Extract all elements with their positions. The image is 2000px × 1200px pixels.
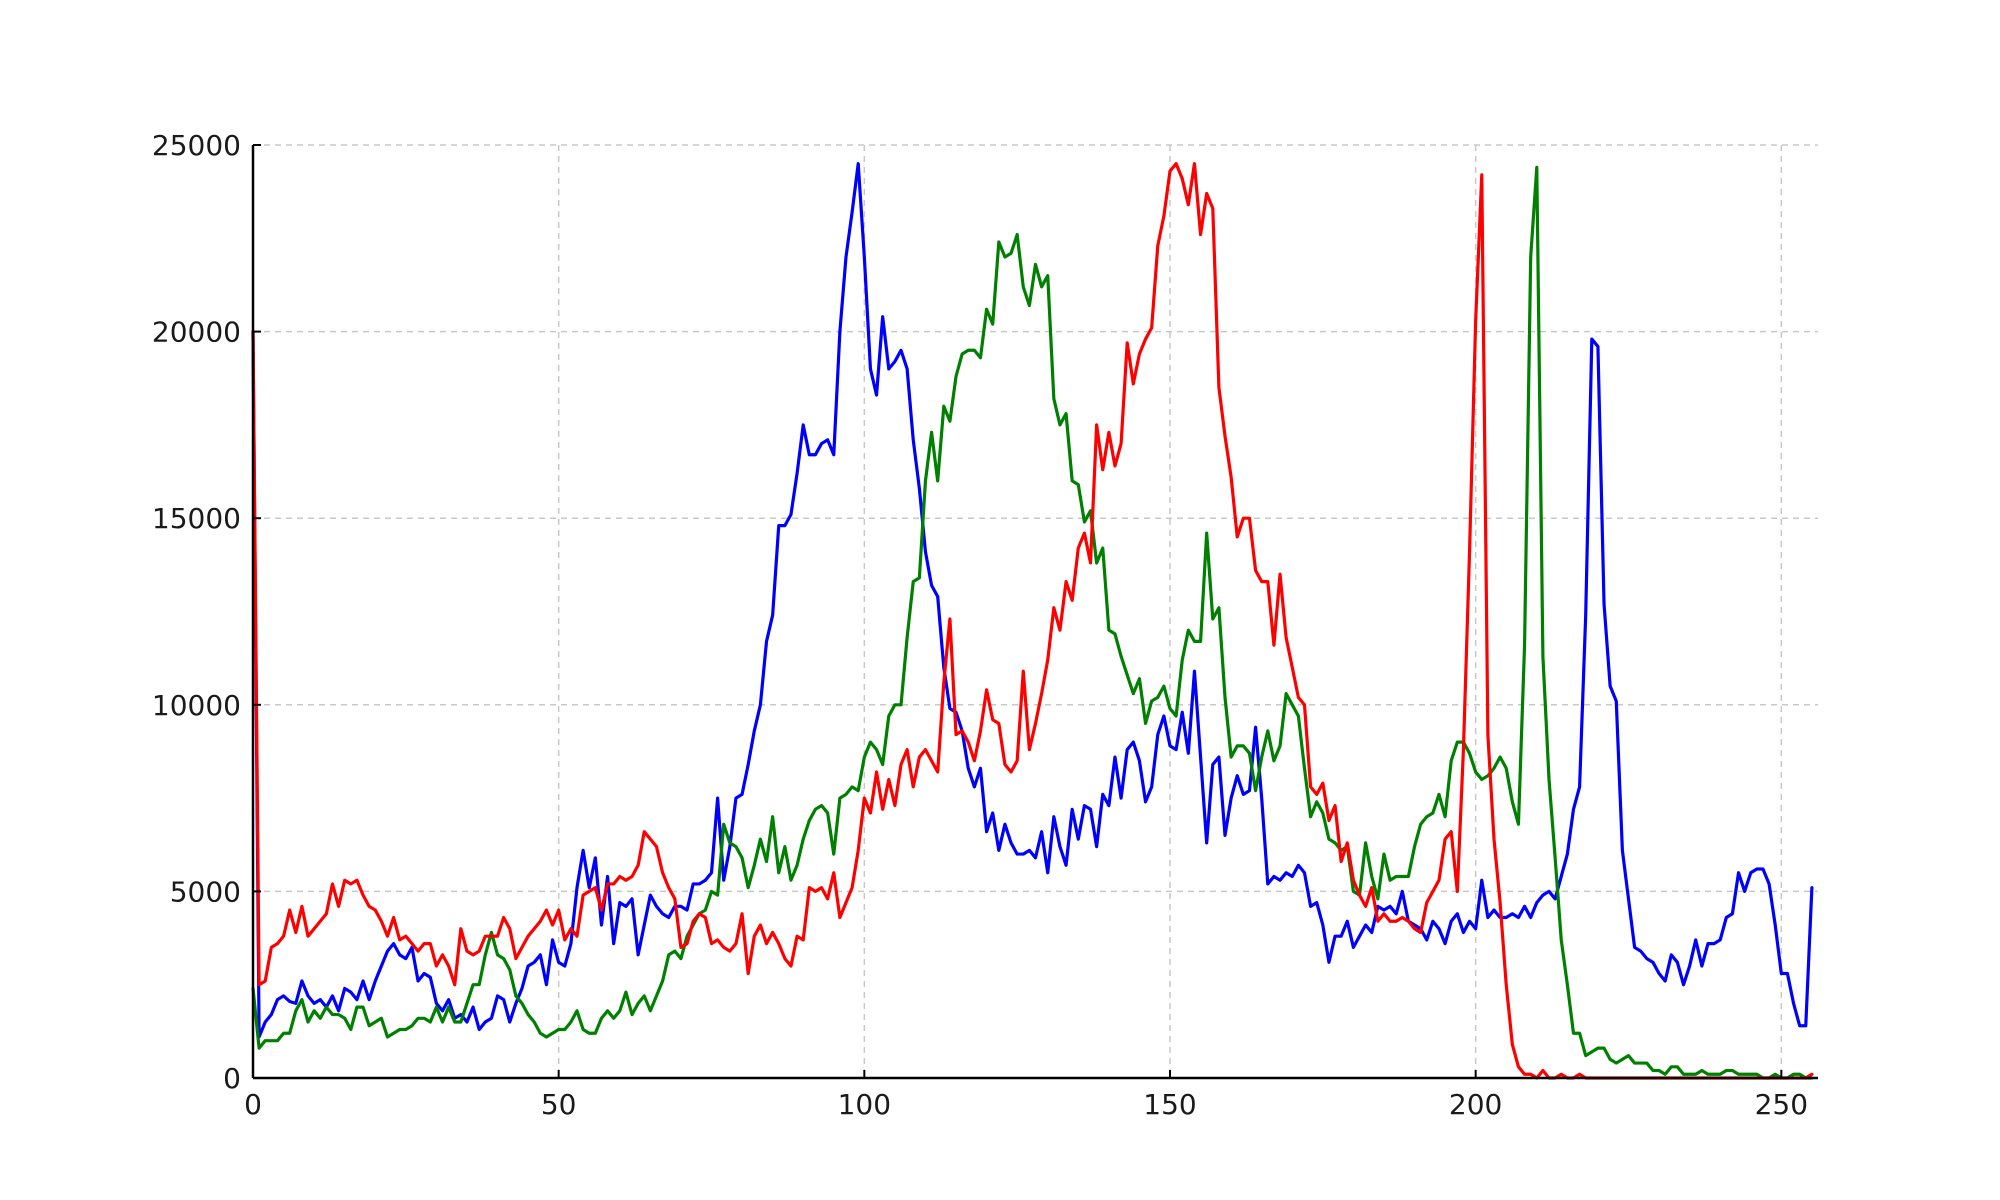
x-tick-label: 200 bbox=[1449, 1088, 1502, 1121]
series-line-0 bbox=[251, 162, 1814, 1039]
y-tick-label: 5000 bbox=[170, 875, 241, 908]
y-tick-label: 10000 bbox=[152, 689, 241, 722]
axis-layer bbox=[251, 145, 1818, 1080]
x-tick-label: 50 bbox=[541, 1088, 577, 1121]
tick-layer: 0 50 100 150 200 250 0 5000 10000 15000 20000 25000 bbox=[152, 129, 1808, 1121]
series-line-1 bbox=[251, 165, 1814, 1080]
series-line-2 bbox=[251, 162, 1814, 1080]
y-tick-label: 20000 bbox=[152, 316, 241, 349]
x-tick-label: 250 bbox=[1755, 1088, 1808, 1121]
x-tick-label: 150 bbox=[1143, 1088, 1196, 1121]
y-tick-label: 15000 bbox=[152, 502, 241, 535]
grid-layer bbox=[253, 144, 1818, 1078]
x-tick-label: 100 bbox=[838, 1088, 891, 1121]
y-tick-label: 0 bbox=[223, 1062, 241, 1095]
x-tick-label: 0 bbox=[244, 1088, 262, 1121]
series-layer bbox=[251, 162, 1814, 1080]
y-tick-label: 25000 bbox=[152, 129, 241, 162]
